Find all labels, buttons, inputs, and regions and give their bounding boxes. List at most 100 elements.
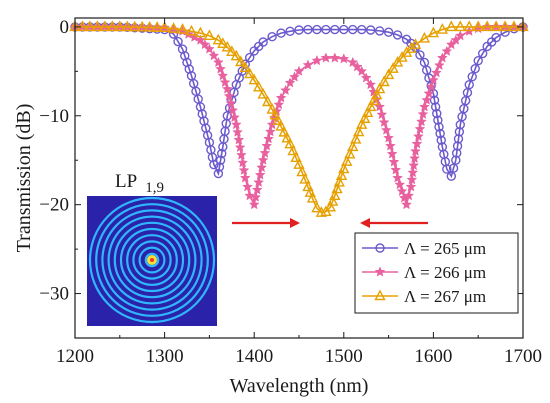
data-point bbox=[289, 71, 300, 82]
data-point bbox=[350, 132, 362, 144]
mode-ring bbox=[138, 246, 166, 274]
data-point bbox=[266, 103, 278, 114]
data-point bbox=[324, 200, 337, 212]
data-point bbox=[294, 25, 304, 35]
data-point bbox=[129, 20, 141, 32]
data-point bbox=[347, 56, 359, 68]
data-point bbox=[347, 140, 359, 152]
data-point bbox=[215, 155, 226, 165]
data-point bbox=[227, 104, 239, 116]
data-point bbox=[280, 84, 291, 96]
data-point bbox=[359, 112, 371, 123]
data-point bbox=[253, 80, 265, 92]
data-point bbox=[250, 191, 262, 202]
data-point bbox=[91, 20, 104, 32]
data-point bbox=[264, 126, 276, 137]
data-point bbox=[436, 135, 446, 145]
data-point bbox=[428, 74, 439, 85]
data-point bbox=[463, 20, 475, 32]
data-point bbox=[441, 45, 453, 56]
data-point bbox=[136, 20, 148, 32]
x-tick-label: 1500 bbox=[325, 346, 363, 367]
data-point bbox=[235, 55, 247, 67]
data-point bbox=[195, 34, 206, 45]
ticks-layer: 1200 1300 1400 1500 1600 1700 0 −10 −20 −30 bbox=[39, 17, 542, 367]
data-point bbox=[330, 24, 340, 35]
data-point bbox=[368, 94, 380, 106]
data-point bbox=[365, 100, 377, 112]
data-point bbox=[417, 108, 429, 119]
data-point bbox=[176, 23, 189, 34]
data-point bbox=[374, 266, 386, 277]
mode-label: LP 1,9 bbox=[115, 171, 164, 196]
data-point bbox=[365, 79, 377, 90]
x-tick-label: 1600 bbox=[414, 346, 452, 367]
legend-item: Λ = 267 μm bbox=[362, 287, 486, 306]
data-point bbox=[214, 162, 225, 172]
data-point bbox=[259, 147, 271, 158]
data-point bbox=[167, 22, 180, 33]
data-point bbox=[304, 186, 316, 197]
data-point bbox=[392, 30, 403, 40]
data-point bbox=[257, 87, 269, 99]
data-point bbox=[326, 195, 339, 206]
data-point bbox=[388, 156, 400, 167]
mode-ring bbox=[132, 240, 172, 280]
data-point bbox=[375, 243, 385, 253]
data-point bbox=[380, 124, 392, 135]
data-point bbox=[320, 52, 332, 63]
data-point bbox=[429, 95, 440, 105]
data-point bbox=[329, 189, 341, 200]
x-tick-label: 1300 bbox=[146, 346, 184, 367]
data-point bbox=[302, 59, 314, 70]
data-point bbox=[239, 172, 251, 183]
data-point bbox=[434, 122, 444, 132]
data-point bbox=[212, 33, 225, 45]
data-point bbox=[409, 38, 422, 49]
data-point bbox=[435, 128, 445, 139]
data-point bbox=[339, 24, 349, 35]
data-point bbox=[335, 169, 348, 180]
data-point bbox=[418, 31, 431, 43]
data-point bbox=[338, 162, 350, 174]
data-point bbox=[477, 48, 488, 59]
data-point bbox=[442, 164, 452, 174]
data-point bbox=[194, 26, 207, 38]
data-point bbox=[284, 137, 296, 149]
data-point bbox=[272, 114, 284, 126]
data-point bbox=[481, 20, 493, 32]
legend-item: Λ = 265 μm bbox=[362, 239, 486, 258]
data-point bbox=[213, 168, 224, 179]
data-point bbox=[177, 44, 188, 54]
data-point bbox=[273, 99, 285, 110]
data-point bbox=[244, 190, 256, 201]
data-point bbox=[472, 20, 484, 32]
data-point bbox=[253, 176, 265, 188]
data-point bbox=[209, 159, 219, 170]
data-point bbox=[239, 61, 251, 72]
data-point bbox=[312, 24, 322, 35]
data-point bbox=[281, 131, 293, 143]
data-point bbox=[356, 65, 368, 76]
data-point bbox=[360, 72, 372, 83]
data-point bbox=[419, 101, 430, 112]
data-point bbox=[217, 37, 229, 48]
data-point bbox=[499, 20, 511, 32]
data-point bbox=[416, 116, 427, 127]
x-tick-label: 1700 bbox=[504, 346, 542, 367]
data-point bbox=[223, 90, 235, 101]
data-point bbox=[244, 67, 256, 79]
data-point bbox=[230, 119, 242, 130]
data-point bbox=[278, 125, 290, 137]
y-tick-label: −30 bbox=[39, 284, 69, 305]
legend-label: Λ = 266 μm bbox=[404, 263, 486, 282]
mode-ring bbox=[126, 234, 178, 286]
data-point bbox=[266, 119, 278, 130]
mode-label-sub: 1,9 bbox=[145, 180, 164, 196]
data-point bbox=[433, 115, 443, 125]
mode-ring bbox=[101, 209, 203, 311]
data-point bbox=[357, 24, 367, 35]
data-point bbox=[303, 24, 313, 35]
data-point bbox=[423, 87, 435, 99]
